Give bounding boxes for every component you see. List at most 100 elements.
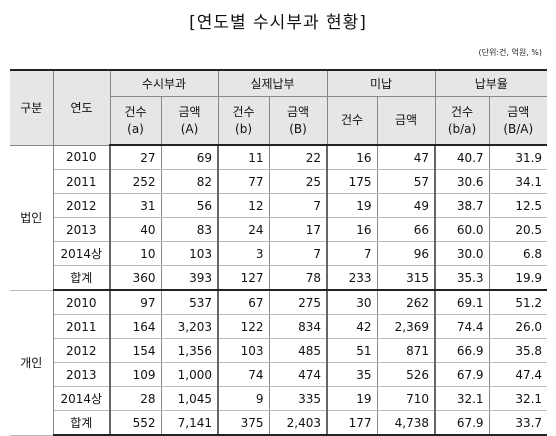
value-cell: 315 — [376, 265, 436, 291]
value-cell: 375 — [217, 410, 270, 436]
table-row: 2013 109 1,000 74 474 35 526 67.9 47.4 — [10, 362, 548, 387]
value-cell: 78 — [268, 265, 328, 291]
value-cell: 360 — [109, 265, 161, 291]
value-cell: 485 — [268, 338, 328, 363]
year-cell: 2014상 — [52, 241, 110, 266]
value-cell: 31 — [109, 193, 161, 218]
header-unpaid: 미납 — [326, 69, 436, 97]
table-row: 2012 154 1,356 103 485 51 871 66.9 35.8 — [10, 338, 548, 363]
value-cell: 1,000 — [160, 362, 219, 387]
value-cell: 871 — [376, 338, 436, 363]
value-cell: 67.9 — [434, 410, 490, 436]
value-cell: 74 — [217, 362, 270, 387]
header-payment-rate: 납부율 — [434, 69, 548, 97]
value-cell: 103 — [217, 338, 270, 363]
table-row: 합계 360 393 127 78 233 315 35.3 19.9 — [10, 265, 548, 291]
table-row: 법인 2010 27 69 11 22 16 47 40.7 31.9 — [10, 145, 548, 291]
value-cell: 69 — [160, 145, 219, 170]
value-cell: 7 — [268, 241, 328, 266]
table-row: 2011 252 82 77 25 175 57 30.6 34.1 — [10, 169, 548, 194]
value-cell: 7 — [326, 241, 378, 266]
table-body: 법인 2010 27 69 11 22 16 47 40.7 31.9 2011 252 82 77 25 1… — [10, 145, 548, 436]
value-cell: 47.4 — [488, 362, 548, 387]
value-cell: 164 — [109, 314, 161, 339]
year-cell: 2014상 — [52, 386, 110, 411]
value-cell: 127 — [217, 265, 270, 291]
year-cell: 합계 — [52, 265, 110, 291]
group-label: 법인 — [10, 145, 54, 291]
value-cell: 47 — [376, 145, 436, 170]
value-cell: 24 — [217, 217, 270, 242]
value-cell: 9 — [217, 386, 270, 411]
header-levy: 수시부과 — [109, 69, 219, 97]
value-cell: 33.7 — [488, 410, 548, 436]
header-sub: 건수 — [326, 96, 378, 146]
value-cell: 393 — [160, 265, 219, 291]
value-cell: 262 — [376, 290, 436, 315]
value-cell: 35 — [326, 362, 378, 387]
value-cell: 4,738 — [376, 410, 436, 436]
year-cell: 2012 — [52, 193, 110, 218]
value-cell: 66.9 — [434, 338, 490, 363]
value-cell: 2,369 — [376, 314, 436, 339]
value-cell: 57 — [376, 169, 436, 194]
value-cell: 11 — [217, 145, 270, 170]
header-sub: 금액 (A) — [160, 96, 219, 146]
value-cell: 51.2 — [488, 290, 548, 315]
year-cell: 2013 — [52, 217, 110, 242]
value-cell: 82 — [160, 169, 219, 194]
value-cell: 66 — [376, 217, 436, 242]
value-cell: 233 — [326, 265, 378, 291]
header-sub: 건수 (a) — [109, 96, 162, 146]
value-cell: 6.8 — [488, 241, 548, 266]
value-cell: 7 — [268, 193, 328, 218]
value-cell: 34.1 — [488, 169, 548, 194]
value-cell: 28 — [109, 386, 161, 411]
value-cell: 56 — [160, 193, 219, 218]
value-cell: 16 — [326, 217, 378, 242]
value-cell: 1,356 — [160, 338, 219, 363]
group-label: 개인 — [10, 290, 54, 436]
value-cell: 20.5 — [488, 217, 548, 242]
value-cell: 1,045 — [160, 386, 219, 411]
value-cell: 96 — [376, 241, 436, 266]
table-row: 합계 552 7,141 375 2,403 177 4,738 67.9 33.7 — [10, 410, 548, 436]
table-row: 2013 40 83 24 17 16 66 60.0 20.5 — [10, 217, 548, 242]
table-row: 개인 2010 97 537 67 275 30 262 69.1 51.2 — [10, 290, 548, 436]
value-cell: 35.8 — [488, 338, 548, 363]
value-cell: 16 — [326, 145, 378, 170]
value-cell: 42 — [326, 314, 378, 339]
value-cell: 26.0 — [488, 314, 548, 339]
value-cell: 49 — [376, 193, 436, 218]
year-cell: 2011 — [52, 169, 110, 194]
value-cell: 27 — [109, 145, 161, 170]
value-cell: 7,141 — [160, 410, 219, 436]
value-cell: 19 — [326, 386, 378, 411]
value-cell: 537 — [160, 290, 219, 315]
year-cell: 2011 — [52, 314, 110, 339]
value-cell: 31.9 — [488, 145, 548, 170]
value-cell: 154 — [109, 338, 161, 363]
value-cell: 175 — [326, 169, 378, 194]
year-cell: 2010 — [52, 145, 110, 170]
header-year: 연도 — [52, 69, 111, 146]
value-cell: 77 — [217, 169, 270, 194]
value-cell: 103 — [160, 241, 219, 266]
value-cell: 2,403 — [268, 410, 328, 436]
value-cell: 97 — [109, 290, 161, 315]
value-cell: 252 — [109, 169, 161, 194]
value-cell: 177 — [326, 410, 378, 436]
header-sub: 건수 (b/a) — [434, 96, 490, 146]
table-row: 2011 164 3,203 122 834 42 2,369 74.4 26.0 — [10, 314, 548, 339]
value-cell: 83 — [160, 217, 219, 242]
value-cell: 40 — [109, 217, 161, 242]
value-cell: 74.4 — [434, 314, 490, 339]
value-cell: 109 — [109, 362, 161, 387]
value-cell: 19 — [326, 193, 378, 218]
value-cell: 40.7 — [434, 145, 490, 170]
value-cell: 335 — [268, 386, 328, 411]
value-cell: 30.6 — [434, 169, 490, 194]
header-paid: 실제납부 — [217, 69, 328, 97]
value-cell: 10 — [109, 241, 161, 266]
value-cell: 35.3 — [434, 265, 490, 291]
